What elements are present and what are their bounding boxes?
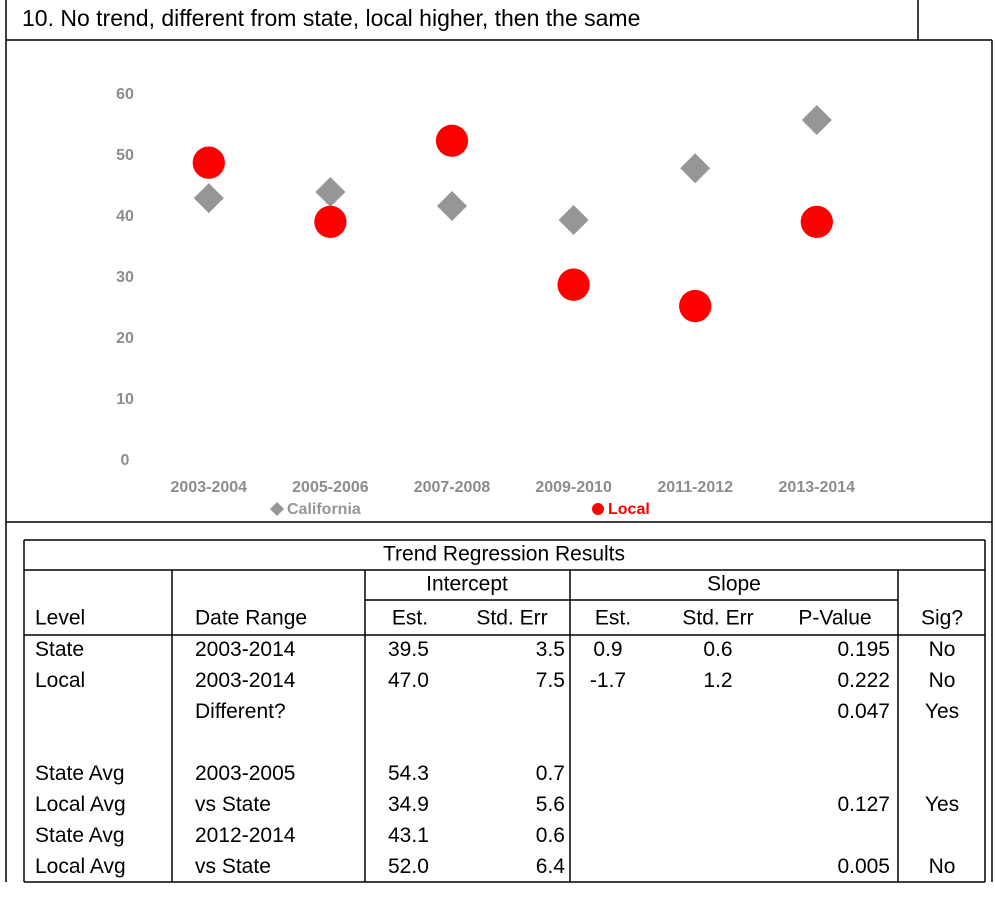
table-cell: 43.1 — [388, 824, 429, 847]
table-cell: 0.222 — [837, 669, 890, 692]
table-cell: 2012-2014 — [195, 824, 296, 847]
y-tick-label: 50 — [116, 147, 134, 164]
column-header: Est. — [595, 607, 631, 630]
table-cell: 5.6 — [536, 793, 565, 816]
table-cell: 1.2 — [703, 669, 732, 692]
table-cell: No — [929, 669, 956, 692]
table-cell: State Avg — [35, 824, 125, 847]
table-cell: 0.127 — [837, 793, 890, 816]
column-header: P-Value — [798, 607, 871, 630]
table-cell: No — [929, 855, 956, 878]
chart-title: 10. No trend, different from state, loca… — [22, 5, 640, 31]
legend-marker — [592, 503, 604, 515]
column-header: Est. — [392, 607, 428, 630]
table-cell: 0.047 — [837, 700, 890, 723]
column-header: Std. Err — [476, 607, 547, 630]
column-header: Std. Err — [682, 607, 753, 630]
table-cell: No — [929, 638, 956, 661]
table-cell: 0.6 — [536, 824, 565, 847]
table-cell: 2003-2014 — [195, 669, 296, 692]
table-cell: 6.4 — [536, 855, 566, 878]
table-cell: 0.7 — [536, 762, 565, 785]
table-cell: State Avg — [35, 762, 125, 785]
x-tick-label: 2007-2008 — [414, 479, 491, 496]
table-cell: 2003-2014 — [195, 638, 296, 661]
y-tick-label: 10 — [116, 391, 134, 408]
y-tick-label: 60 — [116, 86, 134, 103]
legend-marker — [270, 502, 284, 516]
table-cell: 39.5 — [388, 638, 429, 661]
y-tick-label: 40 — [116, 208, 134, 225]
y-tick-label: 0 — [121, 452, 130, 469]
table-cell: 0.9 — [593, 638, 622, 661]
table-cell: 0.6 — [703, 638, 732, 661]
data-point — [557, 268, 590, 301]
table-cell: Yes — [925, 793, 959, 816]
y-tick-label: 20 — [116, 330, 134, 347]
x-tick-label: 2003-2004 — [171, 479, 248, 496]
data-point — [801, 105, 832, 136]
table-cell: -1.7 — [590, 669, 626, 692]
data-point — [680, 153, 711, 184]
data-point — [800, 205, 833, 239]
table-cell: 34.9 — [388, 793, 429, 816]
table-cell: Local Avg — [35, 793, 126, 816]
column-header: Date Range — [195, 607, 307, 630]
data-point — [437, 191, 467, 222]
table-cell: 54.3 — [388, 762, 429, 785]
table-cell: 0.005 — [837, 855, 890, 878]
data-point — [435, 124, 469, 157]
legend-label: Local — [608, 501, 650, 518]
table-cell: vs State — [195, 855, 271, 878]
table-cell: 0.195 — [837, 638, 890, 661]
x-tick-label: 2005-2006 — [292, 479, 369, 496]
table-cell: 52.0 — [388, 855, 429, 878]
table-title: Trend Regression Results — [383, 543, 625, 566]
table-cell: Yes — [925, 700, 959, 723]
y-tick-label: 30 — [116, 269, 134, 286]
data-point — [314, 205, 347, 239]
x-tick-label: 2013-2014 — [779, 479, 856, 496]
table-cell: Local — [35, 669, 85, 692]
data-point — [193, 183, 224, 214]
table-cell: 47.0 — [388, 669, 429, 692]
column-header: Sig? — [921, 607, 963, 630]
table-cell: Different? — [195, 700, 286, 723]
table-cell: vs State — [195, 793, 271, 816]
group-header: Slope — [707, 573, 761, 596]
x-tick-label: 2011-2012 — [657, 479, 733, 496]
data-point — [558, 205, 589, 236]
group-header: Intercept — [426, 573, 508, 596]
table-cell: 7.5 — [536, 669, 565, 692]
table-cell: 2003-2005 — [195, 762, 295, 785]
table-cell: Local Avg — [35, 855, 126, 878]
x-tick-label: 2009-2010 — [535, 479, 612, 496]
data-point — [315, 176, 346, 207]
table-cell: 3.5 — [536, 638, 565, 661]
table-cell: State — [35, 638, 84, 661]
column-header: Level — [35, 607, 85, 630]
data-point — [192, 146, 225, 179]
data-point — [679, 289, 712, 323]
legend-label: California — [287, 501, 361, 518]
